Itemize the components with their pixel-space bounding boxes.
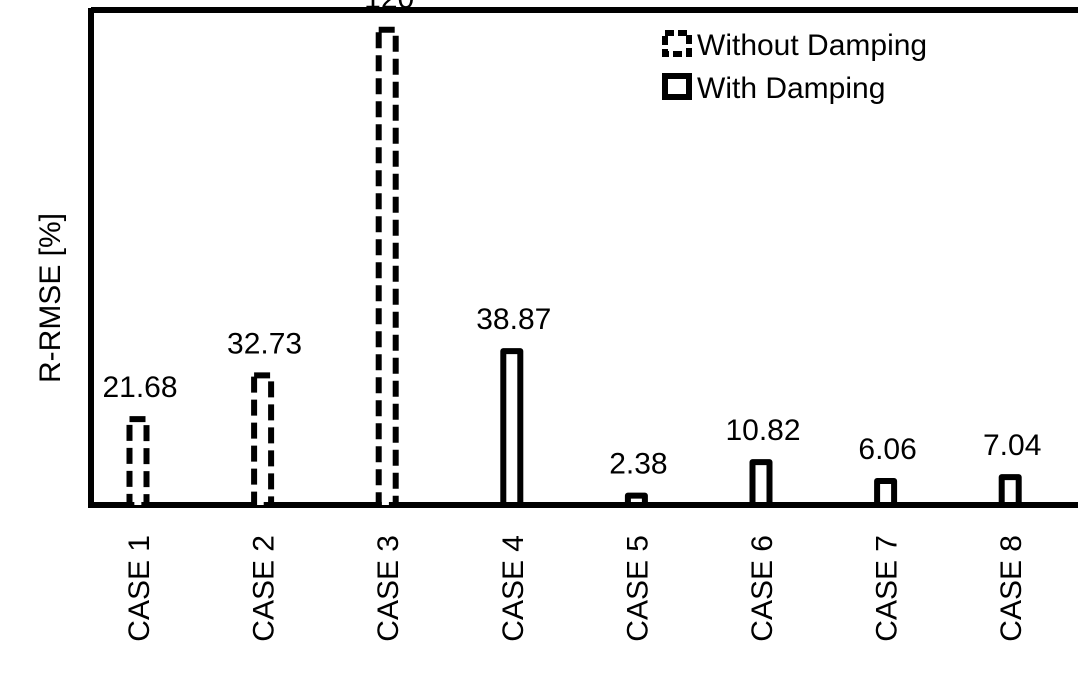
bar-case-2 (251, 372, 275, 508)
x-tick-label-case-5: CASE 5 (621, 535, 654, 642)
data-labels-group: 21.68 32.73 120 38.87 2.38 10.82 6.06 7.04 (102, 0, 1041, 481)
data-label-case-1: 21.68 (102, 371, 177, 404)
bar-case-3 (375, 26, 399, 509)
x-tick-label-case-8: CASE 8 (995, 535, 1028, 642)
x-tick-label-case-6: CASE 6 (746, 535, 779, 642)
bar-case-1 (126, 416, 150, 508)
bars-group (126, 26, 1022, 509)
data-label-case-4: 38.87 (476, 303, 551, 336)
x-tick-label-case-3: CASE 3 (372, 535, 405, 642)
bar-case-8 (998, 474, 1022, 509)
bar-case-4 (500, 348, 524, 508)
bar-case-6 (749, 459, 773, 508)
data-label-case-2: 32.73 (227, 327, 302, 360)
legend-swatch-with-damping (662, 73, 692, 100)
legend-label-without-damping: Without Damping (697, 29, 927, 62)
x-tick-label-case-7: CASE 7 (871, 535, 904, 642)
bar-case-5 (624, 492, 648, 508)
data-label-case-7: 6.06 (858, 433, 916, 466)
data-label-case-8: 7.04 (983, 429, 1041, 462)
data-label-case-6: 10.82 (725, 414, 800, 447)
data-label-case-3: 120 (364, 0, 414, 15)
x-tick-label-case-2: CASE 2 (248, 535, 281, 642)
legend: Without Damping With Damping (662, 29, 927, 105)
x-tick-label-case-1: CASE 1 (123, 535, 156, 642)
x-tick-labels-group: CASE 1 CASE 2 CASE 3 CASE 4 CASE 5 CASE 6 CASE… (123, 535, 1028, 642)
legend-label-with-damping: With Damping (697, 72, 885, 105)
y-axis-label: R-RMSE [%] (34, 213, 67, 383)
legend-swatch-without-damping (662, 30, 692, 57)
data-label-case-5: 2.38 (609, 448, 667, 481)
bar-case-7 (874, 478, 898, 509)
x-tick-label-case-4: CASE 4 (497, 535, 530, 642)
